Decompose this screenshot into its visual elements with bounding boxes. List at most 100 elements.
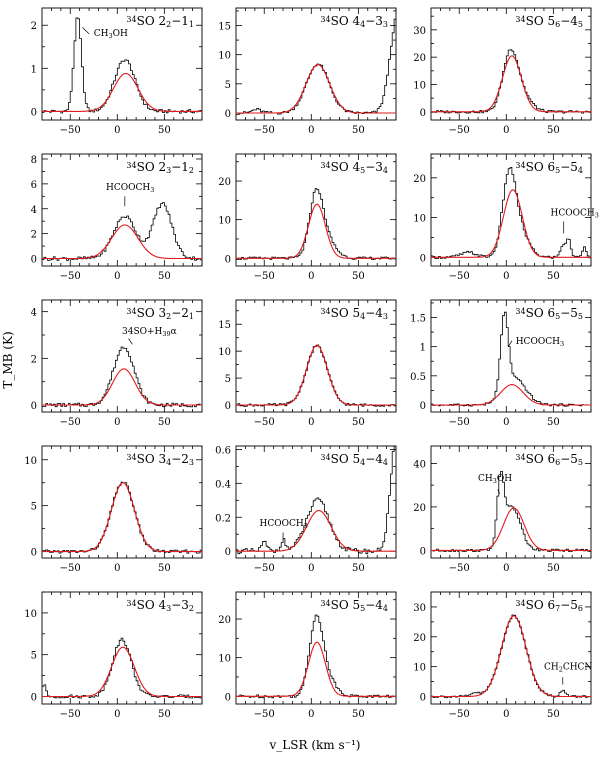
x-tick-label: −50 xyxy=(254,709,275,720)
panel-title: 34SO 43−32 xyxy=(126,598,194,613)
panel-frame xyxy=(41,445,203,559)
x-tick-label: 0 xyxy=(308,417,314,428)
y-tick-label: 1.5 xyxy=(410,314,426,325)
model-fit xyxy=(236,344,396,406)
y-tick-label: 30 xyxy=(413,26,426,37)
y-tick-label: 0 xyxy=(225,401,231,412)
panel-title: 34SO 65−55 xyxy=(515,306,583,321)
x-tick-label: 50 xyxy=(352,271,365,282)
y-tick-label: 10 xyxy=(218,216,231,227)
y-tick-label: 20 xyxy=(413,503,426,514)
y-tick-label: 8 xyxy=(31,155,37,166)
observed-spectrum xyxy=(42,481,202,554)
model-fit xyxy=(236,203,396,259)
observed-spectrum xyxy=(431,471,591,552)
y-tick-label: 10 xyxy=(218,347,231,358)
y-tick-label: 0 xyxy=(420,546,426,557)
y-tick-label: 20 xyxy=(413,174,426,185)
y-tick-label: 6 xyxy=(31,180,37,191)
annotation-leader xyxy=(497,489,501,494)
y-tick-label: 5 xyxy=(225,80,231,91)
model-fit xyxy=(236,64,396,114)
panel-3-4-2: −50 0 50 0 5 10 34SO 34−23 xyxy=(24,445,203,574)
panel-4-5-4: −50 0 50 0 10 20 34SO 45−34 xyxy=(218,153,397,282)
y-tick-label: 15 xyxy=(218,320,231,331)
x-tick-label: 50 xyxy=(547,709,560,720)
x-tick-label: −50 xyxy=(449,563,470,574)
x-tick-label: 50 xyxy=(352,417,365,428)
panel-title: 34SO 55−44 xyxy=(320,598,388,613)
y-tick-label: 20 xyxy=(413,633,426,644)
y-tick-label: 0 xyxy=(420,253,426,264)
panel-frame xyxy=(235,445,397,559)
model-fit xyxy=(42,482,202,553)
observed-spectrum xyxy=(236,188,396,260)
panel-frame xyxy=(41,7,203,121)
x-tick-label: −50 xyxy=(254,417,275,428)
x-tick-label: −50 xyxy=(254,563,275,574)
y-tick-label: 0 xyxy=(225,547,231,558)
observed-spectrum xyxy=(42,202,202,261)
panel-frame xyxy=(235,299,397,413)
panel-title: 34SO 54−44 xyxy=(320,452,388,467)
x-tick-label: 50 xyxy=(352,125,365,136)
y-tick-label: 0.5 xyxy=(410,372,426,383)
x-tick-label: 50 xyxy=(547,417,560,428)
model-fit xyxy=(42,646,202,698)
y-tick-label: 1 xyxy=(420,343,426,354)
y-tick-label: 2 xyxy=(31,354,37,365)
x-tick-label: 0 xyxy=(503,271,509,282)
annotation-leader xyxy=(82,27,90,35)
panel-5-4-4: −50 0 50 0 0.2 0.4 0.6 34SO 54−44 HCOOCH3 xyxy=(215,445,397,574)
x-tick-label: 0 xyxy=(114,563,120,574)
x-tick-label: −50 xyxy=(254,125,275,136)
panel-2-3-2: −50 0 50 0 2 4 6 8 34SO 23−12 HCOOCH3 xyxy=(31,153,203,282)
x-tick-label: 0 xyxy=(114,417,120,428)
panel-5-4-5: −50 0 50 0 10 20 30 34SO 56−45 xyxy=(413,7,592,136)
x-tick-label: −50 xyxy=(60,709,81,720)
panel-title: 34SO 65−54 xyxy=(515,160,583,175)
panel-frame xyxy=(41,153,203,267)
y-tick-label: 0 xyxy=(420,108,426,119)
panel-4-3-3: −50 0 50 0 5 10 15 34SO 44−33 xyxy=(218,7,397,136)
y-tick-label: 0.4 xyxy=(215,479,231,490)
y-tick-label: 5 xyxy=(31,651,37,662)
x-tick-label: −50 xyxy=(449,709,470,720)
y-tick-label: 0 xyxy=(225,692,231,703)
panel-title: 34SO 66−55 xyxy=(515,452,583,467)
x-tick-label: 0 xyxy=(308,125,314,136)
x-tick-label: −50 xyxy=(449,417,470,428)
y-tick-label: 4 xyxy=(31,205,37,216)
panel-frame xyxy=(41,299,203,413)
y-tick-label: 20 xyxy=(218,177,231,188)
y-tick-label: 20 xyxy=(218,615,231,626)
observed-spectrum xyxy=(236,18,396,115)
observed-spectrum xyxy=(431,49,591,114)
line-annotation: CH2CHCN xyxy=(544,663,592,674)
y-tick-label: 0 xyxy=(420,401,426,412)
x-tick-label: 50 xyxy=(352,709,365,720)
x-tick-label: 0 xyxy=(308,563,314,574)
observed-spectrum xyxy=(236,614,396,699)
y-tick-label: 0.6 xyxy=(215,445,231,456)
y-tick-label: 40 xyxy=(413,459,426,470)
y-tick-label: 10 xyxy=(24,456,37,467)
x-tick-label: −50 xyxy=(449,125,470,136)
panel-title: 34SO 67−56 xyxy=(515,598,583,613)
model-fit xyxy=(42,368,202,406)
model-fit xyxy=(236,641,396,697)
model-fit xyxy=(431,55,591,113)
panel-title: 34SO 45−34 xyxy=(320,160,388,175)
x-tick-label: 50 xyxy=(352,563,365,574)
y-tick-label: 0 xyxy=(31,255,37,266)
x-tick-label: 50 xyxy=(547,125,560,136)
y-tick-label: 0 xyxy=(225,254,231,265)
panel-5-5-4: −50 0 50 0 10 20 34SO 55−44 xyxy=(218,591,397,720)
y-tick-label: 20 xyxy=(413,53,426,64)
line-annotation: HCOOCH3 xyxy=(260,519,308,530)
x-tick-label: 50 xyxy=(158,271,171,282)
y-tick-label: 0 xyxy=(31,548,37,559)
y-tick-label: 10 xyxy=(413,214,426,225)
